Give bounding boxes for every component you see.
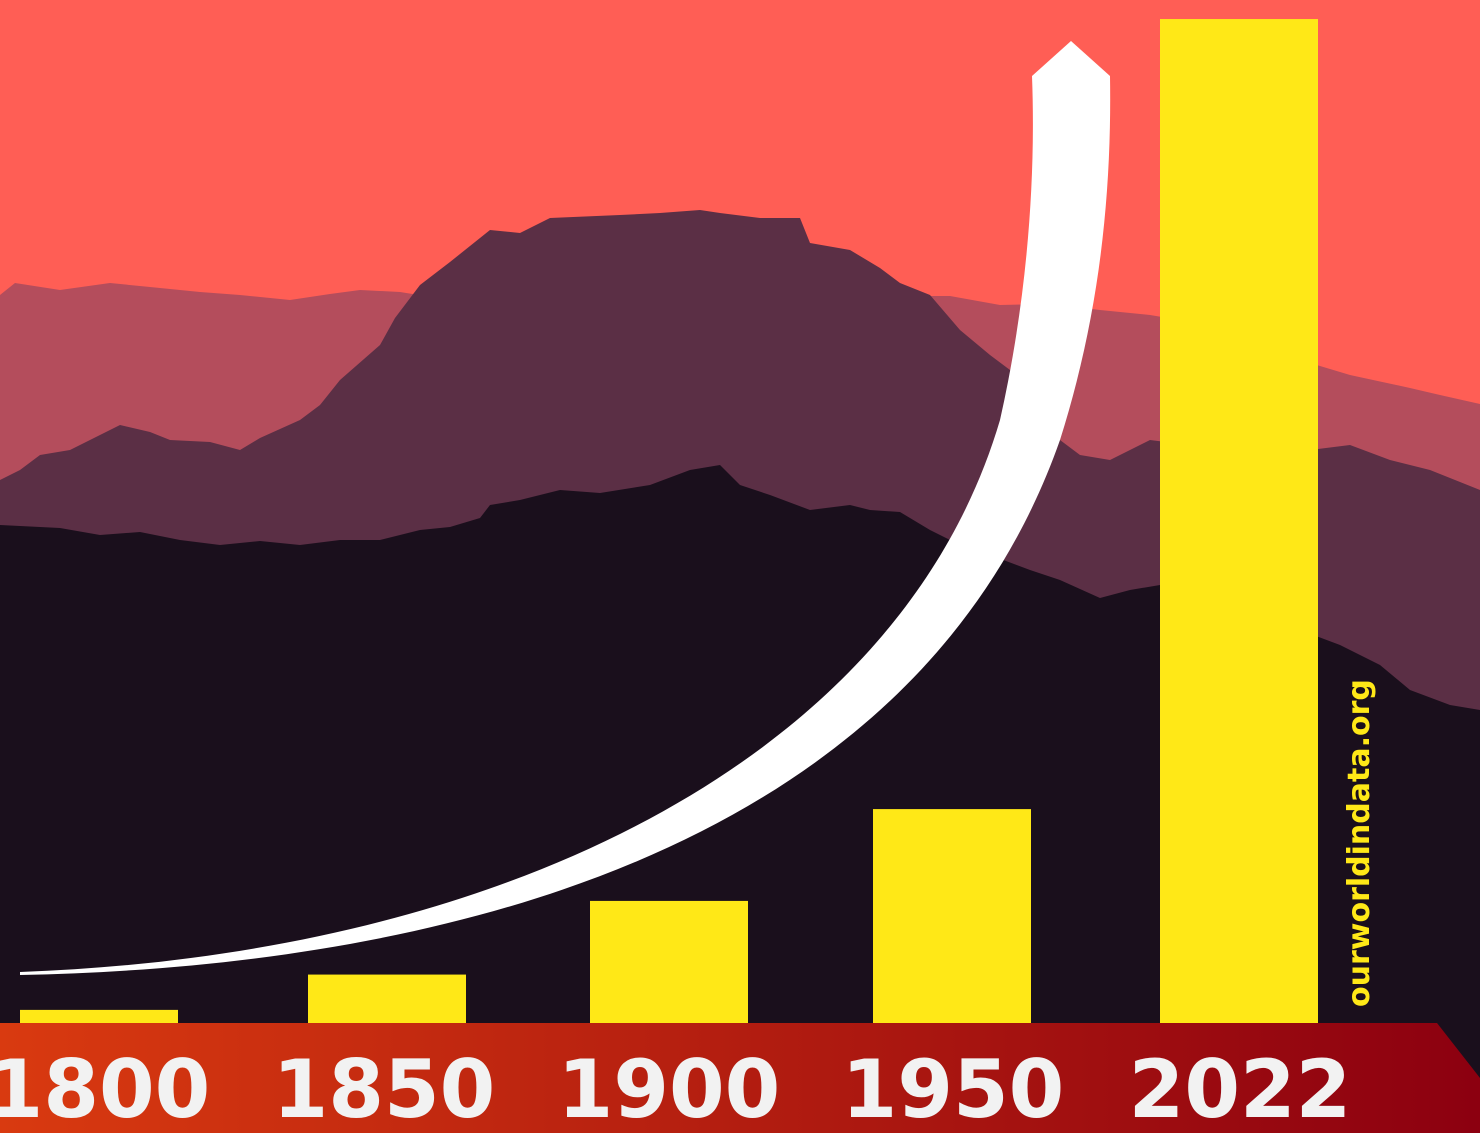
- year-label-2022: 2022: [1129, 1043, 1352, 1133]
- year-label-1850: 1850: [273, 1043, 496, 1133]
- source-credit: ourworldindata.org: [1342, 679, 1377, 1007]
- bar-2022: [1160, 19, 1318, 1024]
- year-label-1800: 1800: [0, 1043, 210, 1133]
- growth-arrow-head: [1032, 41, 1110, 76]
- bars-group: [20, 19, 1318, 1024]
- year-label-1900: 1900: [558, 1043, 781, 1133]
- bar-1850: [308, 974, 466, 1023]
- timeline-band: [0, 1023, 1480, 1133]
- bar-1800: [20, 1009, 178, 1023]
- bar-1900: [590, 900, 748, 1023]
- year-label-1950: 1950: [842, 1043, 1065, 1133]
- bar-1950: [873, 809, 1031, 1023]
- year-labels-group: 1800 1850 1900 1950 2022: [0, 1043, 1351, 1133]
